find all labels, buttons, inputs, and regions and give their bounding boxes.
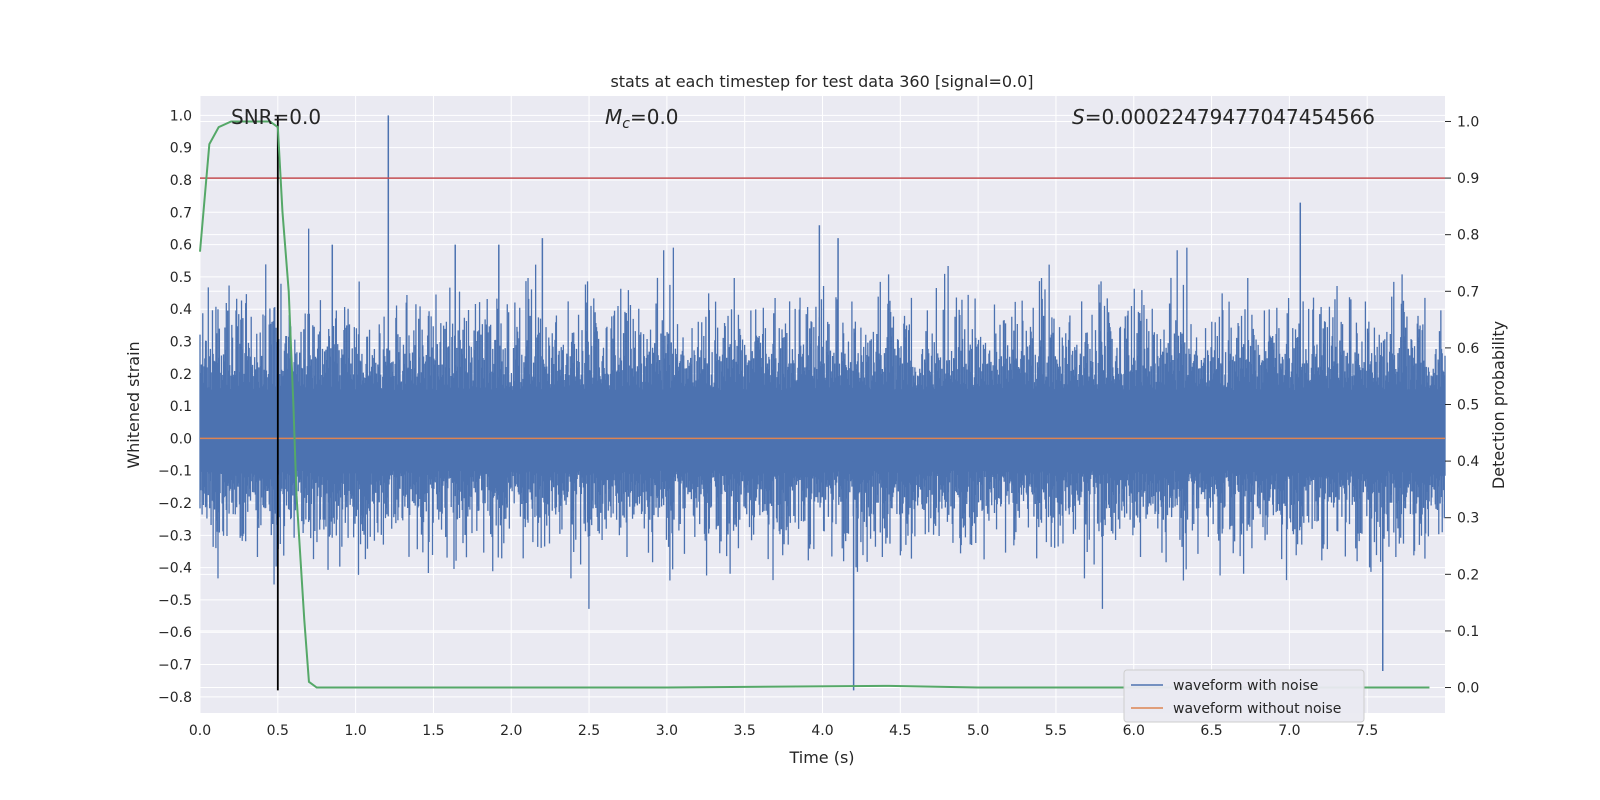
legend-label-noise: waveform with noise: [1173, 678, 1318, 694]
legend-label-clean: waveform without noise: [1173, 701, 1341, 717]
x-tick-label: 3.0: [656, 723, 678, 739]
y-tick-label: 0.6: [170, 238, 192, 254]
x-tick-label: 1.0: [344, 723, 366, 739]
y2-tick-label: 1.0: [1457, 114, 1479, 130]
y2-tick-label: 0.9: [1457, 171, 1479, 187]
x-tick-label: 1.5: [422, 723, 444, 739]
series-detection-probability: [199, 120, 1430, 689]
chart-title: stats at each timestep for test data 360…: [610, 72, 1033, 91]
annotation-mc: Mc=0.0: [605, 105, 679, 132]
y-tick-label: −0.1: [158, 464, 192, 480]
y-tick-label: 0.2: [170, 367, 192, 383]
y-tick-label: −0.8: [158, 690, 192, 706]
y-tick-label: −0.2: [158, 496, 192, 512]
tick-labels: 0.0 0.5 1.0 1.5 2.0 2.5 3.0 3.5 4.0 4.5 5.0 5.5 6.0 6…: [158, 108, 1479, 739]
y2-tick-label: 0.4: [1457, 454, 1479, 470]
y-axis-label: Whitened strain: [124, 341, 143, 468]
y-tick-label: −0.6: [158, 625, 192, 641]
y2-tick-label: 0.8: [1457, 228, 1479, 244]
y-tick-label: 0.0: [170, 431, 192, 447]
y-tick-label: −0.7: [158, 658, 192, 674]
y2-tick-label: 0.5: [1457, 398, 1479, 414]
x-tick-label: 4.5: [889, 723, 911, 739]
x-tick-label: 7.0: [1278, 723, 1300, 739]
x-tick-label: 6.0: [1123, 723, 1145, 739]
x-tick-label: 0.0: [189, 723, 211, 739]
y-tick-label: 0.7: [170, 205, 192, 221]
series-lines: [199, 115, 1445, 691]
y-tick-label: 0.9: [170, 141, 192, 157]
y-tick-label: 0.3: [170, 335, 192, 351]
y2-tick-label: 0.6: [1457, 341, 1479, 357]
y-tick-label: 0.8: [170, 173, 192, 189]
legend-box: [1123, 669, 1365, 723]
x-axis-label: Time (s): [788, 748, 854, 767]
x-tick-label: 5.5: [1045, 723, 1067, 739]
y2-tick-label: 0.2: [1457, 567, 1479, 583]
y-tick-label: −0.5: [158, 593, 192, 609]
noise-core-band: [200, 399, 1445, 462]
y-tick-label: −0.4: [158, 561, 192, 577]
x-tick-label: 4.0: [811, 723, 833, 739]
annotation-s: S=0.00022479477047454566: [1072, 105, 1375, 129]
y2-tick-label: 0.7: [1457, 284, 1479, 300]
y-tick-label: −0.3: [158, 528, 192, 544]
x-tick-label: 2.0: [500, 723, 522, 739]
x-tick-label: 7.5: [1356, 723, 1378, 739]
series-waveform-with-noise: [199, 115, 1446, 691]
annotation-snr: SNR=0.0: [231, 105, 321, 129]
y-tick-label: 0.1: [170, 399, 192, 415]
x-tick-label: 3.5: [734, 723, 756, 739]
y2-tick-label: 0.1: [1457, 624, 1479, 640]
y-tick-label: 0.5: [170, 270, 192, 286]
legend: waveform with noise waveform without noi…: [1123, 669, 1365, 723]
x-tick-label: 6.5: [1200, 723, 1222, 739]
y2-tick-label: 0.0: [1457, 681, 1479, 697]
x-tick-label: 2.5: [578, 723, 600, 739]
y2-axis-label: Detection probability: [1489, 321, 1508, 489]
y-tick-label: 1.0: [170, 108, 192, 124]
y2-tick-label: 0.3: [1457, 511, 1479, 527]
x-tick-label: 5.0: [967, 723, 989, 739]
x-tick-label: 0.5: [267, 723, 289, 739]
y-tick-label: 0.4: [170, 302, 192, 318]
